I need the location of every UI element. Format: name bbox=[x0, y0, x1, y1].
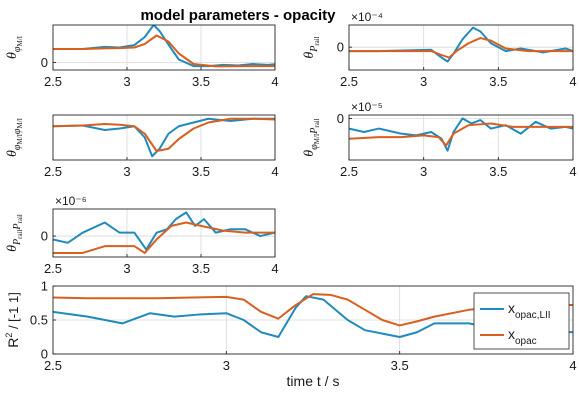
series-line-orange bbox=[53, 221, 275, 254]
series-line-blue bbox=[53, 295, 573, 338]
x-axis-label: time t / s bbox=[287, 373, 340, 389]
x-tick-label: 4 bbox=[569, 164, 576, 179]
legend-box bbox=[473, 292, 570, 350]
x-tick-label: 4 bbox=[569, 358, 576, 373]
series-line-orange bbox=[53, 34, 275, 68]
y-tick-label: 0 bbox=[41, 55, 48, 70]
series-line-orange bbox=[53, 293, 573, 327]
x-tick-label: 2.5 bbox=[340, 74, 358, 89]
plot-area bbox=[53, 115, 275, 160]
x-tick-label: 3.5 bbox=[391, 358, 409, 373]
y-tick-label: 0 bbox=[41, 229, 48, 244]
y-axis-label: θφM/IφM/I bbox=[5, 117, 24, 157]
plot-area bbox=[53, 25, 275, 70]
legend: xopac,LII xopac bbox=[473, 292, 570, 350]
x-tick-label: 3 bbox=[123, 261, 130, 276]
x-tick-label: 4 bbox=[569, 74, 576, 89]
x-tick-label: 3.5 bbox=[489, 164, 507, 179]
x-tick-label: 4 bbox=[271, 261, 278, 276]
x-tick-label: 2.5 bbox=[44, 261, 62, 276]
series-line-orange bbox=[53, 117, 275, 152]
y-tick-label: 0 bbox=[41, 347, 48, 362]
x-tick-label: 3 bbox=[123, 74, 130, 89]
y-exponent-label: ×10⁻⁶ bbox=[55, 194, 87, 208]
series-line-blue bbox=[53, 211, 275, 251]
subplot-p1: 2.5 3 3.5 4 0 θφM/I bbox=[5, 24, 279, 89]
subplot-p6: 2.5 3 3.5 4 0 0.5 1 R2 / [-1 1] time t / s xopac,… bbox=[4, 279, 577, 390]
x-tick-label: 3.5 bbox=[489, 74, 507, 89]
x-tick-label: 3.5 bbox=[192, 261, 210, 276]
series-line-orange bbox=[349, 122, 573, 147]
axes-box bbox=[52, 114, 276, 161]
subplot-p5: 2.5 3 3.5 4 0 ×10⁻⁶ θPrailPrail bbox=[5, 194, 279, 276]
x-tick-label: 4 bbox=[271, 74, 278, 89]
subplots: 2.5 3 3.5 4 0 θφM/I 2.5 3 3.5 4 0 ×10⁻⁴ θPrail 2.5 3 3.… bbox=[4, 10, 577, 389]
subplot-p2: 2.5 3 3.5 4 0 ×10⁻⁴ θPrail bbox=[302, 10, 577, 89]
y-tick-label: 0.5 bbox=[30, 313, 48, 328]
axes-box bbox=[52, 24, 276, 71]
x-tick-label: 3 bbox=[420, 74, 427, 89]
x-tick-label: 3.5 bbox=[192, 74, 210, 89]
y-tick-label: 0 bbox=[337, 111, 344, 126]
y-tick-label: 1 bbox=[41, 279, 48, 294]
subplot-p3: 2.5 3 3.5 4 θφM/IφM/I bbox=[5, 114, 279, 179]
figure-title: model parameters - opacity bbox=[140, 7, 336, 24]
x-tick-label: 3 bbox=[420, 164, 427, 179]
y-tick-label: 0 bbox=[337, 40, 344, 55]
y-axis-label: θPrailPrail bbox=[5, 214, 24, 252]
series-line-orange bbox=[349, 37, 573, 59]
y-axis-label: R2 / [-1 1] bbox=[4, 292, 21, 348]
x-tick-label: 2.5 bbox=[44, 164, 62, 179]
legend-entry-label: xopac,LII bbox=[508, 300, 551, 321]
series-line-blue bbox=[349, 117, 573, 152]
subplot-p4: 2.5 3 3.5 4 0 ×10⁻⁵ θφM/IPrail bbox=[302, 100, 577, 179]
y-axis-label: θφM/IPrail bbox=[302, 118, 321, 156]
x-tick-label: 4 bbox=[271, 164, 278, 179]
x-tick-label: 3 bbox=[223, 358, 230, 373]
y-axis-label: θφM/I bbox=[5, 35, 24, 59]
legend-entry-label: xopac bbox=[508, 326, 537, 347]
y-axis-label: θPrail bbox=[302, 36, 321, 58]
axes-box bbox=[52, 208, 276, 258]
y-exponent-label: ×10⁻⁵ bbox=[351, 100, 383, 114]
x-tick-label: 3.5 bbox=[192, 164, 210, 179]
x-tick-label: 2.5 bbox=[44, 74, 62, 89]
y-exponent-label: ×10⁻⁴ bbox=[351, 10, 383, 24]
x-tick-label: 2.5 bbox=[340, 164, 358, 179]
x-tick-label: 2.5 bbox=[44, 358, 62, 373]
axes-box bbox=[348, 114, 574, 161]
x-tick-label: 3 bbox=[123, 164, 130, 179]
